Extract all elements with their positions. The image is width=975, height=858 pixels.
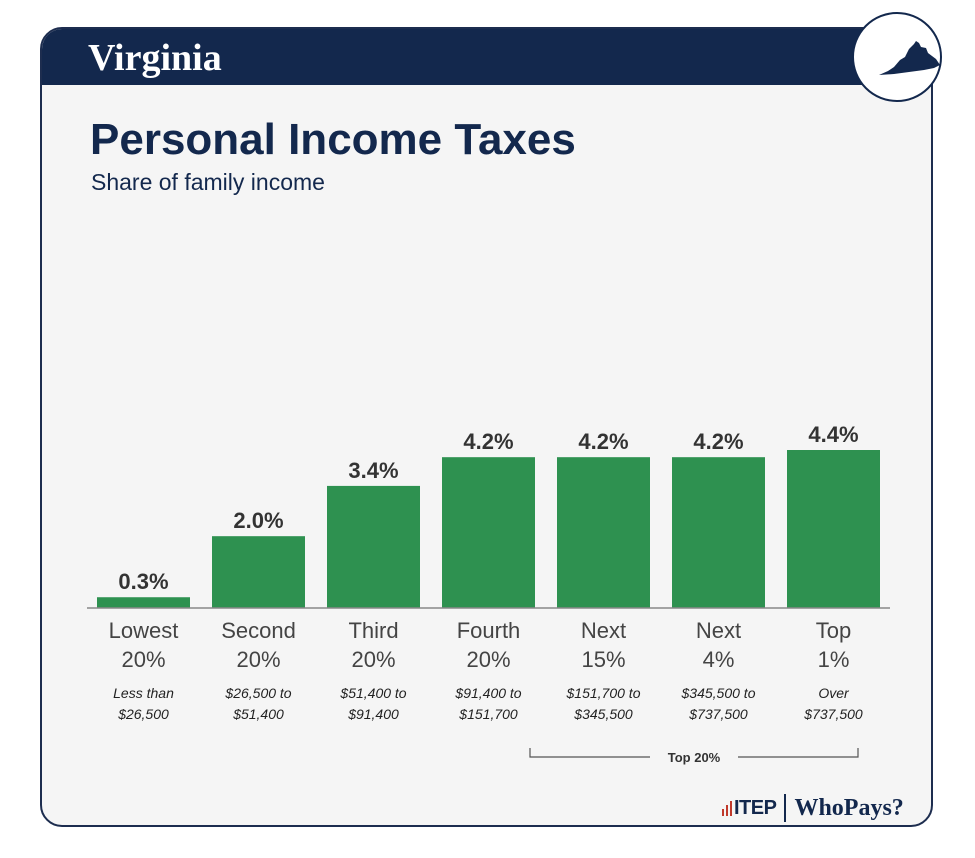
income-range-label: $345,500: [573, 706, 633, 722]
state-badge: [852, 12, 942, 102]
income-range-label: $26,500: [117, 706, 169, 722]
bar: [787, 450, 880, 608]
category-label: 20%: [121, 647, 165, 672]
category-label: 20%: [236, 647, 280, 672]
category-label: 4%: [703, 647, 735, 672]
bar-value-label: 4.2%: [578, 429, 628, 454]
income-range-label: Less than: [113, 685, 174, 701]
state-header-bar: Virginia: [42, 29, 931, 85]
bar: [442, 457, 535, 608]
bar: [327, 485, 420, 608]
category-label: Next: [696, 618, 741, 643]
whopays-logo: WhoPays?: [794, 794, 904, 821]
income-range-label: Over: [818, 685, 850, 701]
bar: [672, 457, 765, 608]
income-range-label: $345,500 to: [681, 685, 756, 701]
chart-card: Virginia: [40, 27, 933, 827]
footer-logos: ITEP WhoPays?: [722, 793, 904, 823]
chart-subtitle: Share of family income: [91, 169, 325, 195]
bar: [97, 597, 190, 608]
income-range-label: $151,700 to: [566, 685, 641, 701]
category-label: Top: [816, 618, 851, 643]
state-name: Virginia: [88, 37, 222, 79]
bar-value-label: 0.3%: [118, 569, 168, 594]
income-range-label: $26,500 to: [224, 685, 291, 701]
category-label: 1%: [818, 647, 850, 672]
income-range-label: $151,700: [458, 706, 518, 722]
bar: [212, 536, 305, 608]
category-label: 20%: [466, 647, 510, 672]
bar-value-label: 4.4%: [808, 422, 858, 447]
itep-bars-icon: [722, 801, 732, 816]
income-range-label: $91,400 to: [454, 685, 521, 701]
bar-value-label: 3.4%: [348, 458, 398, 483]
bar-value-label: 4.2%: [693, 429, 743, 454]
category-label: 20%: [351, 647, 395, 672]
bar-value-label: 2.0%: [233, 508, 283, 533]
virginia-map-icon: [879, 41, 940, 75]
group-bracket-right: [738, 748, 859, 758]
category-label: Third: [348, 618, 398, 643]
logo-divider: [784, 794, 787, 822]
bar: [557, 457, 650, 608]
income-range-label: $51,400: [232, 706, 284, 722]
income-range-label: $737,500: [688, 706, 748, 722]
income-range-label: $737,500: [803, 706, 863, 722]
bar-value-label: 4.2%: [463, 429, 513, 454]
income-range-label: $91,400: [347, 706, 399, 722]
group-label: Top 20%: [668, 750, 721, 765]
itep-logo: ITEP: [734, 796, 777, 819]
group-bracket-left: [529, 748, 650, 758]
category-label: Next: [581, 618, 626, 643]
chart-title: Personal Income Taxes: [90, 115, 576, 164]
category-label: Fourth: [457, 618, 521, 643]
income-range-label: $51,400 to: [339, 685, 406, 701]
category-label: Second: [221, 618, 296, 643]
category-label: 15%: [581, 647, 625, 672]
category-label: Lowest: [109, 618, 179, 643]
